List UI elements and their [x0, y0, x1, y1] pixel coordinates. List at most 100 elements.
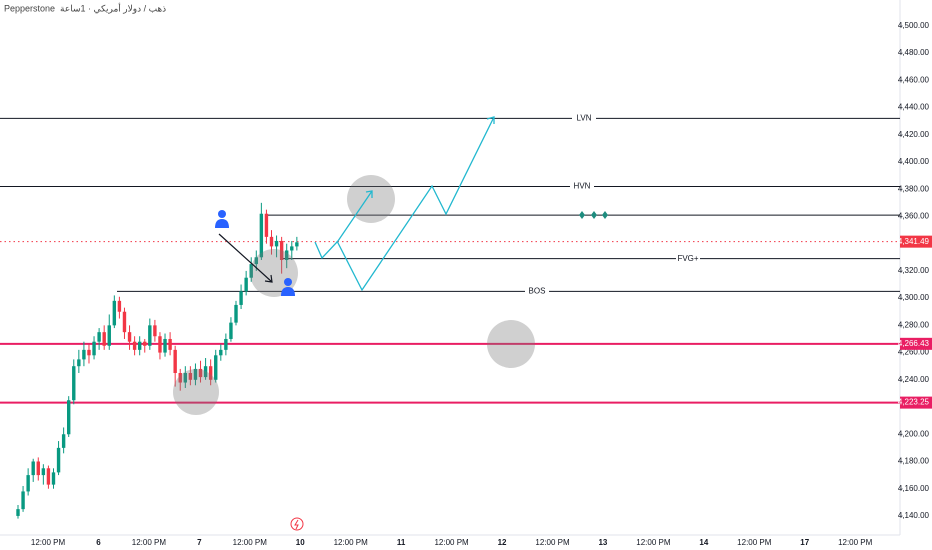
candle-body — [234, 304, 238, 323]
y-tick-label: 4,180.00 — [898, 457, 930, 466]
price-label: 4,266.43 — [898, 339, 930, 348]
y-tick-label: 4,500.00 — [898, 21, 930, 30]
x-tick-label: 13 — [598, 538, 607, 547]
drawings — [173, 116, 608, 531]
price-label: 4,223.25 — [898, 398, 930, 407]
candle-body — [16, 509, 20, 516]
candle-body — [26, 475, 30, 492]
candle-body — [77, 359, 81, 367]
candle-body — [188, 373, 193, 380]
level-label-bg — [570, 181, 594, 192]
y-tick-label: 4,420.00 — [898, 130, 930, 139]
candle-body — [285, 250, 289, 261]
arrow-head — [264, 274, 273, 283]
x-tick-label: 17 — [800, 538, 809, 547]
arrow-head — [365, 190, 373, 198]
candle-body — [137, 341, 142, 350]
x-tick-label: 12:00 PM — [838, 538, 873, 547]
candle-body — [198, 368, 203, 378]
zone — [173, 369, 219, 415]
arrow-head — [486, 116, 495, 124]
x-tick-label: 12:00 PM — [737, 538, 772, 547]
candle-body — [224, 338, 228, 350]
x-tick-label: 12:00 PM — [233, 538, 268, 547]
y-tick-label: 4,360.00 — [898, 212, 930, 221]
x-tick-label: 12:00 PM — [434, 538, 469, 547]
candle-body — [163, 338, 167, 353]
candle-body — [244, 277, 248, 292]
price-label-bg — [900, 235, 932, 248]
y-tick-label: 4,260.00 — [898, 348, 930, 357]
candle-body — [178, 373, 182, 383]
zone — [487, 320, 535, 368]
candle-body — [41, 468, 46, 476]
symbol: ذهب / دولار أمريكي · 1ساعة — [60, 1, 166, 14]
y-tick-label: 4,320.00 — [898, 266, 930, 275]
y-tick-label: 4,140.00 — [898, 511, 930, 520]
x-tick-label: 12:00 PM — [535, 538, 570, 547]
candle-body — [279, 240, 284, 261]
candle-body — [143, 341, 147, 346]
candle-body — [229, 322, 233, 339]
candle-body — [82, 349, 86, 360]
y-tick-label: 4,460.00 — [898, 75, 930, 84]
y-tick-label: 4,380.00 — [898, 184, 930, 193]
candle-body — [168, 338, 172, 350]
candle-body — [92, 341, 96, 356]
price-label: 4,341.49 — [898, 237, 930, 246]
candle-body — [193, 368, 198, 380]
y-tick-label: 4,300.00 — [898, 293, 930, 302]
candle-body — [148, 325, 152, 346]
user-icon — [281, 278, 295, 296]
x-tick-label: 6 — [96, 538, 101, 547]
x-tick-label: 7 — [197, 538, 202, 547]
candle-body — [102, 332, 106, 346]
candle-body — [254, 257, 258, 265]
candle-body — [214, 355, 218, 380]
candle-body — [21, 491, 25, 510]
candle-body — [295, 242, 299, 247]
y-tick-label: 4,160.00 — [898, 484, 930, 493]
candle-body — [173, 349, 177, 374]
candle-body — [203, 366, 208, 378]
candle-body — [61, 434, 66, 448]
level-label: BOS — [529, 286, 546, 295]
candle-body — [239, 291, 243, 305]
level-label-bg — [676, 253, 700, 264]
arrow — [218, 233, 273, 283]
y-tick-label: 4,280.00 — [898, 320, 930, 329]
x-tick-label: 12:00 PM — [334, 538, 369, 547]
price-label-bg — [900, 396, 932, 409]
level-label: HVN — [574, 182, 591, 191]
candle-body — [269, 236, 274, 247]
candle-body — [158, 336, 162, 353]
candle-body — [117, 300, 122, 312]
candle-body — [36, 461, 40, 476]
level-label-bg — [572, 113, 596, 124]
user-icon — [215, 210, 229, 228]
y-tick-label: 4,480.00 — [898, 48, 930, 57]
candle-body — [259, 213, 264, 258]
candle-body — [127, 332, 132, 342]
y-tick-label: 4,400.00 — [898, 157, 930, 166]
diamonds — [579, 211, 608, 219]
projection — [336, 116, 495, 292]
x-tick-label: 11 — [397, 538, 406, 547]
candle-body — [72, 366, 76, 401]
candle-body — [97, 332, 101, 342]
x-tick-label: 14 — [699, 538, 708, 547]
y-tick-label: 4,240.00 — [898, 375, 930, 384]
price-label-bg — [900, 337, 932, 350]
candle-body — [46, 468, 51, 485]
event-icon — [294, 519, 299, 530]
x-tick-label: 12 — [498, 538, 507, 547]
x-tick-label: 12:00 PM — [31, 538, 66, 547]
zone — [347, 175, 395, 223]
y-tick-label: 4,200.00 — [898, 429, 930, 438]
level-label-bg — [525, 286, 549, 297]
candle-body — [122, 311, 127, 333]
y-tick-label: 4,440.00 — [898, 103, 930, 112]
candle-body — [208, 366, 213, 380]
marks: 4,500.00 4,480.00 4,460.00 4,440.00 4,420.00… — [0, 21, 932, 547]
candle-body — [56, 447, 61, 473]
